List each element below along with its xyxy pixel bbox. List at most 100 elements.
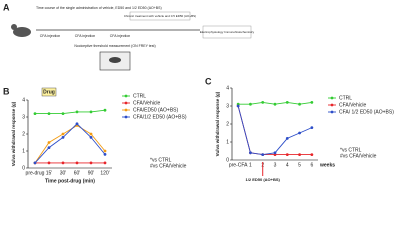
mouse-icon [13,27,31,37]
legend-label: CFA/Vehicle [339,102,366,108]
y-tick-label: 1 [22,148,25,154]
data-point [261,153,265,157]
legend-swatch [124,115,128,119]
y-tick-label: 3 [226,103,229,109]
x-tick-label: pre-drug [26,170,45,176]
x-tick-label: 60' [74,170,81,176]
data-point [103,149,107,153]
box [129,11,191,21]
mouse-icon [11,24,17,30]
data-point [273,151,277,155]
step-label: CFA injection [75,34,95,38]
legend-label: CTRL [339,95,352,101]
data-point [285,137,289,140]
figure: A Time course of the single administrati… [3,2,394,184]
end-label: Electrophysiology Immunohistochemistry [200,30,255,34]
annotation: *vs CTRL [340,147,362,153]
data-point [310,126,314,129]
mouse-icon [109,57,121,63]
data-point [298,153,301,157]
box [202,25,252,39]
panel-a: A Time course of the single administrati… [3,2,255,71]
data-point [261,101,265,104]
y-tick-label: 2 [226,121,229,127]
x-tick-label: pre-CFA [229,162,248,168]
data-point [285,153,289,157]
legend-label: CFA/Vehicle [133,100,160,106]
x-tick-label: 5 [298,162,301,168]
y-axis-label: Vulva withdrawal response (g) [11,101,16,166]
data-point [249,102,252,106]
annotation: #vs CFA/Vehicle [340,153,377,159]
y-tick-label: 4 [226,85,229,91]
x-tick-label: 90' [88,170,95,176]
x-axis-label: weeks [319,162,335,168]
series-line [35,109,106,115]
annotation: #vs CFA/Vehicle [150,163,187,169]
data-point [75,161,79,165]
data-point [89,161,93,165]
legend-label: CFA/1/2 ED50 (AO+BS) [133,114,187,120]
x-tick-label: 15' [46,170,53,176]
data-point [89,136,93,139]
x-tick-label: 1 [249,162,252,168]
callout: Drug [43,89,55,95]
data-point [61,136,65,139]
x-tick-label: 30' [60,170,67,176]
legend-swatch [330,110,334,114]
data-point [298,131,301,135]
data-point [33,112,37,115]
data-point [61,161,65,165]
panel-label: C [205,76,212,86]
data-point [75,110,79,114]
panel-label: B [3,86,10,96]
legend-swatch [330,103,334,107]
legend-swatch [330,96,334,100]
data-point [249,151,252,155]
data-point [285,101,289,104]
data-point [89,110,93,114]
data-point [47,146,51,150]
diagram-title: Time course of the single administration… [36,6,162,10]
data-point [103,161,107,165]
data-point [103,153,107,156]
data-point [47,112,51,115]
panel-label: A [3,2,10,12]
legend-label: CFA/ 1/2 ED50 (AO+BS) [339,109,394,115]
data-point [103,108,107,112]
data-point [61,112,65,115]
annotation: *vs CTRL [150,157,172,163]
data-point [61,132,65,136]
legend-label: CFA/ED50 (AO+BS) [133,107,178,113]
data-point [47,141,51,144]
callout-box [41,87,57,97]
y-tick-label: 0 [22,165,25,171]
x-axis-label: Time post-drug (min) [45,178,95,184]
data-point [298,102,301,106]
step-label: CFA injection [110,34,130,38]
y-tick-label: 1 [226,139,229,145]
legend-swatch [124,101,128,105]
series-line [237,105,313,156]
data-point [75,122,79,126]
series-line [34,123,106,164]
y-axis-label: Vulva withdrawal response (g) [215,91,220,156]
y-tick-label: 4 [22,97,25,103]
y-tick-label: 2 [22,131,25,137]
step-label: CFA injection [40,34,60,38]
data-point [47,161,51,165]
x-tick-label: 6 [310,162,313,168]
data-point [310,153,314,157]
legend-swatch [124,94,128,98]
y-tick-label: 3 [22,114,25,120]
data-point [310,101,314,104]
y-tick-label: 0 [226,157,229,163]
chronic-label: Chronic treatment with vehicle and 0.5 E… [124,14,196,18]
data-point [89,132,93,136]
data-point [236,104,240,108]
legend-label: CTRL [133,93,146,99]
legend-swatch [124,108,128,112]
x-tick-label: 4 [286,162,289,168]
arrow-label: 1/2 ED50 (AO+BS) [246,177,281,182]
data-point [33,161,37,165]
